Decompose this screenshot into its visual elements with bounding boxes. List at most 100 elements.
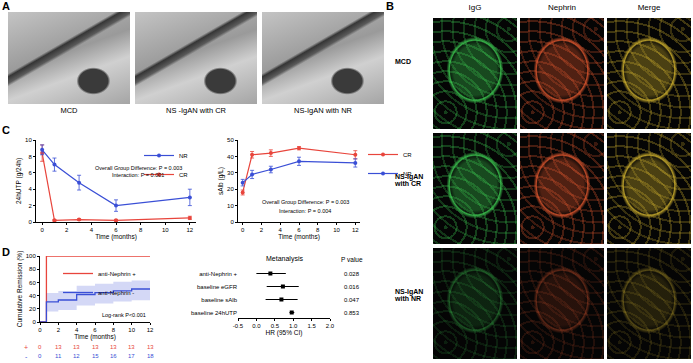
svg-text:Interaction: P = 0.004: Interaction: P = 0.004 xyxy=(279,208,331,214)
svg-text:0: 0 xyxy=(38,344,42,350)
svg-text:80: 80 xyxy=(29,266,36,272)
svg-text:anti-Nephrin -: anti-Nephrin - xyxy=(98,290,134,296)
svg-text:0.853: 0.853 xyxy=(344,310,360,316)
svg-text:-: - xyxy=(25,353,28,360)
svg-text:Log-rank P<0.001: Log-rank P<0.001 xyxy=(102,312,146,318)
svg-text:anti-Nephrin +: anti-Nephrin + xyxy=(98,271,136,277)
svg-text:2: 2 xyxy=(28,203,32,209)
svg-text:10: 10 xyxy=(128,327,135,333)
svg-text:13: 13 xyxy=(73,344,80,350)
svg-text:12: 12 xyxy=(187,227,194,233)
svg-text:13: 13 xyxy=(55,344,62,350)
html-text:A: A xyxy=(2,0,10,12)
svg-text:CR: CR xyxy=(179,172,188,178)
svg-text:Overall Group Difference: P =: Overall Group Difference: P = 0.003 xyxy=(95,165,182,171)
svg-text:anti-Nephrin +: anti-Nephrin + xyxy=(199,271,237,277)
svg-text:8: 8 xyxy=(139,227,143,233)
svg-text:50: 50 xyxy=(227,137,234,143)
html-text:NS-IgAN with NR: NS-IgAN with NR xyxy=(395,288,424,302)
svg-text:NR: NR xyxy=(179,153,188,159)
html-text:Merge: Merge xyxy=(637,3,661,12)
svg-text:40: 40 xyxy=(29,293,36,299)
svg-text:Time (months): Time (months) xyxy=(278,233,320,241)
svg-text:0: 0 xyxy=(40,227,44,233)
svg-text:P value: P value xyxy=(341,256,363,263)
html-text:NS-IgAN with CR: NS-IgAN with CR xyxy=(395,173,424,187)
svg-text:13: 13 xyxy=(128,344,135,350)
svg-text:baseline sAlb: baseline sAlb xyxy=(201,297,237,303)
svg-text:20: 20 xyxy=(29,306,36,312)
svg-text:2: 2 xyxy=(57,327,61,333)
svg-text:1.5: 1.5 xyxy=(307,323,316,329)
svg-text:8: 8 xyxy=(112,327,116,333)
svg-text:2.0: 2.0 xyxy=(326,323,335,329)
svg-text:100: 100 xyxy=(26,253,37,259)
svg-text:0: 0 xyxy=(38,327,42,333)
svg-text:24hUTP (g/24h): 24hUTP (g/24h) xyxy=(15,158,23,204)
svg-text:+: + xyxy=(24,344,28,351)
svg-text:4: 4 xyxy=(90,227,94,233)
html-text:Nephrin: Nephrin xyxy=(548,3,576,12)
svg-text:Interaction: P = 0.001: Interaction: P = 0.001 xyxy=(112,172,164,178)
html-text:NS -IgAN with CR: NS -IgAN with CR xyxy=(166,106,226,115)
svg-text:11: 11 xyxy=(55,353,62,359)
svg-text:6: 6 xyxy=(297,227,301,233)
svg-text:30: 30 xyxy=(227,170,234,176)
svg-text:0: 0 xyxy=(28,219,32,225)
svg-text:0.016: 0.016 xyxy=(344,284,360,290)
svg-text:baseline 24hUTP: baseline 24hUTP xyxy=(191,310,237,316)
svg-text:Overall Group Difference: P =: Overall Group Difference: P = 0.003 xyxy=(262,199,349,205)
svg-text:CR: CR xyxy=(403,152,412,158)
svg-text:2: 2 xyxy=(260,227,264,233)
svg-text:0: 0 xyxy=(241,227,245,233)
svg-text:HR (95% CI): HR (95% CI) xyxy=(266,329,303,337)
svg-text:Metanalysis: Metanalysis xyxy=(266,255,303,263)
svg-text:4: 4 xyxy=(28,186,32,192)
html-text:B: B xyxy=(386,0,394,12)
svg-text:12: 12 xyxy=(352,227,359,233)
svg-text:60: 60 xyxy=(29,280,36,286)
svg-text:8: 8 xyxy=(28,154,32,160)
svg-text:0: 0 xyxy=(230,219,234,225)
svg-text:13: 13 xyxy=(92,344,99,350)
svg-text:Time (months): Time (months) xyxy=(74,333,116,341)
svg-text:sAlb (g/L): sAlb (g/L) xyxy=(217,167,225,195)
svg-text:baseline eGFR: baseline eGFR xyxy=(197,284,238,290)
svg-text:10: 10 xyxy=(227,203,234,209)
html-text:NS-IgAN with NR: NS-IgAN with NR xyxy=(294,106,352,115)
svg-text:10: 10 xyxy=(162,227,169,233)
html-text:D: D xyxy=(2,246,10,258)
svg-text:10: 10 xyxy=(333,227,340,233)
svg-text:2: 2 xyxy=(65,227,69,233)
svg-text:13: 13 xyxy=(110,344,117,350)
svg-text:0: 0 xyxy=(38,353,42,359)
svg-text:12: 12 xyxy=(73,353,80,359)
svg-text:10: 10 xyxy=(25,137,32,143)
svg-text:0.047: 0.047 xyxy=(344,297,360,303)
svg-text:12: 12 xyxy=(147,327,154,333)
svg-text:-0.5: -0.5 xyxy=(233,323,244,329)
svg-text:4: 4 xyxy=(279,227,283,233)
svg-text:16: 16 xyxy=(110,353,117,359)
svg-text:15: 15 xyxy=(92,353,99,359)
svg-text:1.0: 1.0 xyxy=(289,323,298,329)
svg-text:20: 20 xyxy=(227,186,234,192)
svg-text:13: 13 xyxy=(147,344,154,350)
svg-text:40: 40 xyxy=(227,154,234,160)
html-text:MCD: MCD xyxy=(60,106,78,115)
svg-text:0.0: 0.0 xyxy=(252,323,261,329)
html-text:C: C xyxy=(2,124,10,136)
svg-text:6: 6 xyxy=(28,170,32,176)
svg-text:4: 4 xyxy=(75,327,79,333)
svg-text:Cumulative Remission (%): Cumulative Remission (%) xyxy=(16,251,24,328)
svg-text:6: 6 xyxy=(114,227,118,233)
svg-text:Time (months): Time (months) xyxy=(95,233,137,241)
svg-text:8: 8 xyxy=(316,227,320,233)
svg-text:0.5: 0.5 xyxy=(271,323,280,329)
svg-text:0: 0 xyxy=(32,319,36,325)
svg-text:17: 17 xyxy=(128,353,135,359)
svg-text:0.028: 0.028 xyxy=(344,271,360,277)
svg-text:6: 6 xyxy=(93,327,97,333)
html-text:IgG: IgG xyxy=(468,3,482,12)
svg-text:18: 18 xyxy=(147,353,154,359)
